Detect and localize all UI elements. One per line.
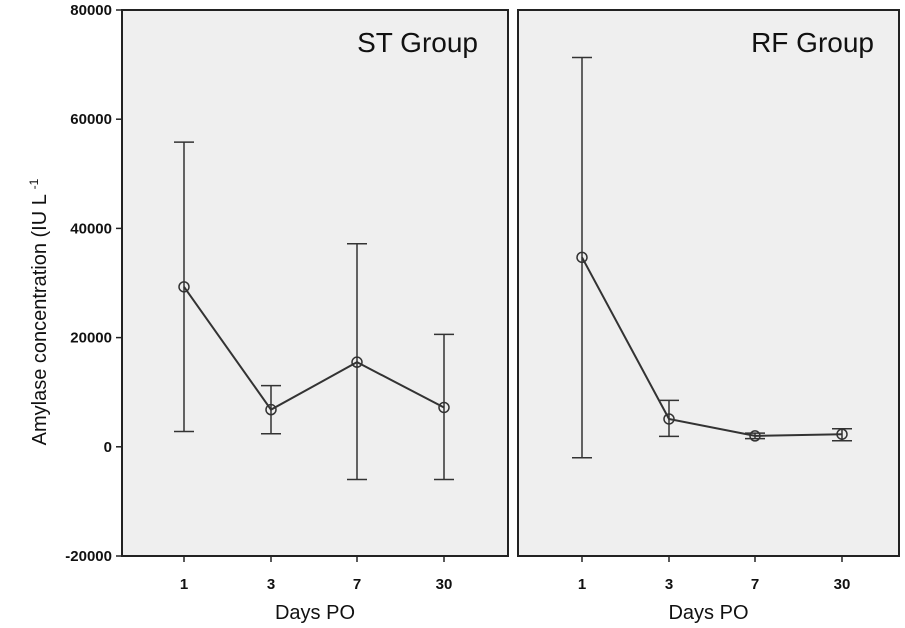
y-axis-title-superscript: -1: [27, 178, 41, 189]
data-point: [663, 413, 675, 425]
x-tick-label: 30: [436, 576, 453, 593]
x-tick-label: 7: [353, 576, 361, 593]
panel-st: -20000 0 20000 40000 60000 80000 1 3 7 30 Days PO S…: [65, 2, 509, 624]
y-axis-title: Amylase concentration (IU L -1: [27, 178, 51, 445]
panel-rf: 1 3 7 30 Days PO RF Group: [517, 9, 900, 624]
series-line: [183, 286, 445, 411]
x-tick-label: 1: [578, 576, 586, 593]
data-point: [178, 281, 190, 293]
panel-title: RF Group: [751, 27, 874, 58]
plot-area: [517, 9, 900, 557]
y-tick-label: 20000: [70, 330, 112, 347]
y-axis-title-text: Amylase concentration (IU L: [29, 194, 51, 445]
y-tick-label: 80000: [70, 2, 112, 19]
y-tick-label: 0: [104, 439, 112, 456]
x-tick-label: 3: [267, 576, 275, 593]
data-point: [351, 356, 363, 368]
data-point: [749, 430, 761, 442]
x-tick-label: 3: [665, 576, 673, 593]
data-point: [576, 251, 588, 264]
data-point: [836, 428, 848, 440]
x-tick-label: 30: [834, 576, 851, 593]
x-axis-title: Days PO: [668, 602, 748, 624]
series-line: [581, 256, 843, 437]
data-point: [265, 403, 277, 416]
panel-title: ST Group: [357, 27, 478, 58]
y-tick-label: 60000: [70, 111, 112, 128]
y-tick-label: -20000: [65, 548, 112, 565]
data-point: [438, 401, 450, 414]
y-tick-label: 40000: [70, 220, 112, 237]
x-tick-label: 7: [751, 576, 759, 593]
x-tick-label: 1: [180, 576, 188, 593]
x-axis-title: Days PO: [275, 602, 355, 624]
